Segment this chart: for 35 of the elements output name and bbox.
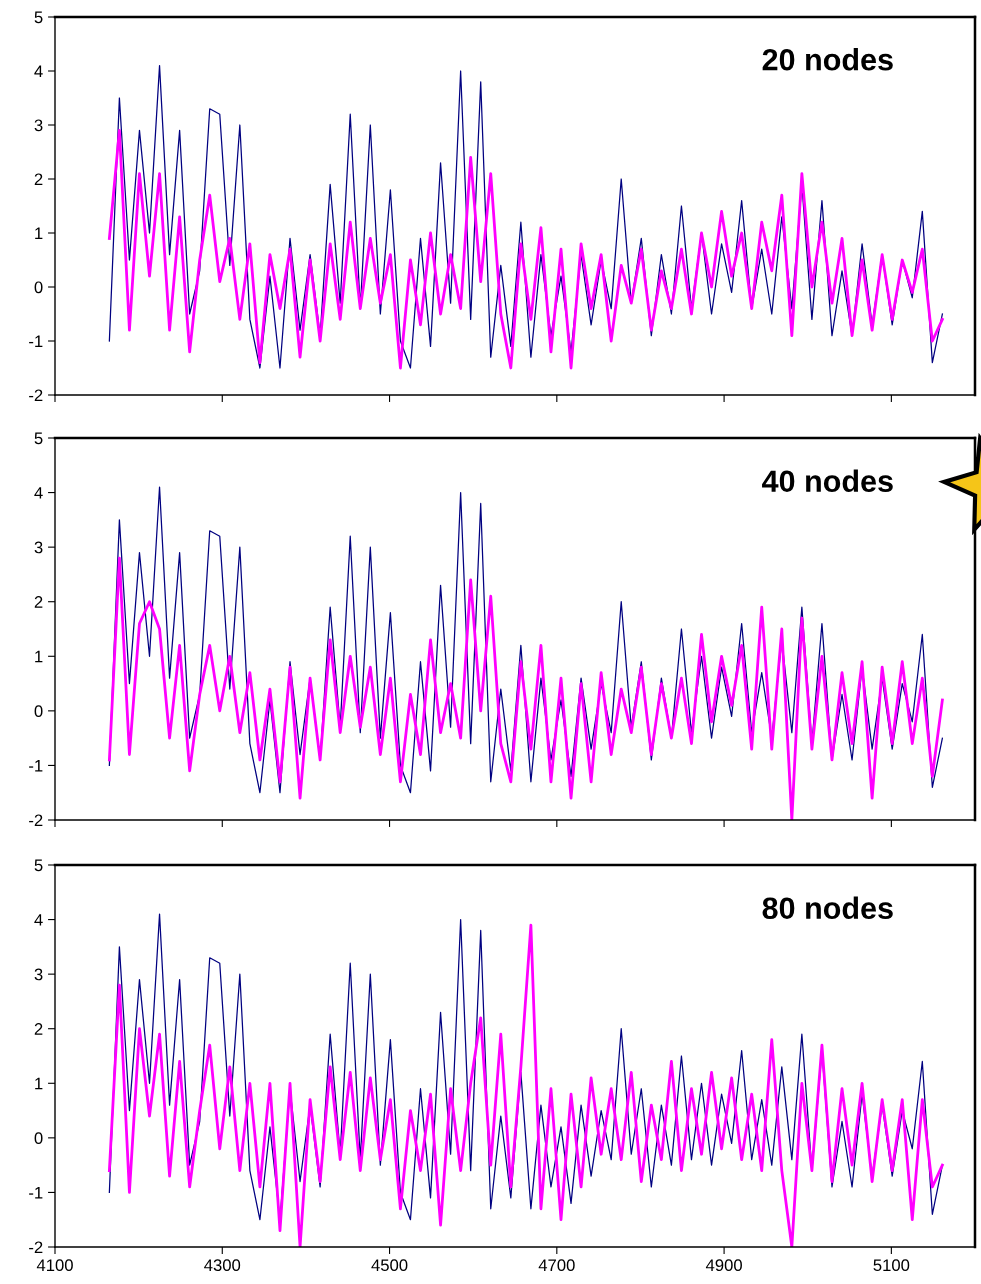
y-tick-label: 2: [34, 596, 43, 608]
y-tick-label: 2: [34, 173, 43, 186]
x-tick-label: 5100: [873, 1259, 910, 1272]
y-tick-label: -1: [29, 335, 43, 348]
x-tick-label: 4900: [705, 1259, 742, 1272]
y-tick-label: 5: [34, 11, 43, 24]
annotation: 20 nodes: [762, 48, 893, 71]
x-tick-label: 4300: [204, 1259, 241, 1272]
y-tick-label: -1: [29, 1187, 43, 1199]
line-series: [107, 129, 944, 370]
y-tick-label: -2: [29, 389, 43, 402]
line-series: [107, 556, 944, 820]
y-tick-label: -2: [29, 814, 43, 827]
y-tick-label: 5: [34, 432, 43, 445]
y-tick-label: -2: [29, 1241, 43, 1254]
annotation: 80 nodes: [762, 896, 893, 920]
y-tick-label: 0: [34, 705, 43, 718]
x-tick-label: 4700: [538, 1259, 575, 1272]
y-tick-label: 1: [35, 650, 43, 663]
x-tick-label: 4500: [371, 1259, 408, 1272]
y-tick-label: -1: [29, 760, 43, 772]
y-tick-label: 0: [34, 1132, 43, 1145]
y-tick-label: 1: [35, 1077, 43, 1090]
y-tick-label: 4: [34, 914, 43, 926]
y-tick-label: 3: [34, 968, 43, 981]
y-tick-label: 5: [34, 859, 43, 872]
annotation: 40 nodes: [762, 469, 893, 493]
y-tick-label: 3: [34, 541, 43, 554]
y-tick-label: 0: [34, 281, 43, 294]
y-tick-label: 3: [34, 119, 43, 132]
x-tick-label: 4100: [36, 1259, 73, 1272]
y-tick-label: 4: [34, 487, 43, 499]
y-tick-label: 1: [35, 227, 43, 240]
y-tick-label: 2: [34, 1023, 43, 1035]
y-tick-label: 4: [34, 65, 43, 78]
